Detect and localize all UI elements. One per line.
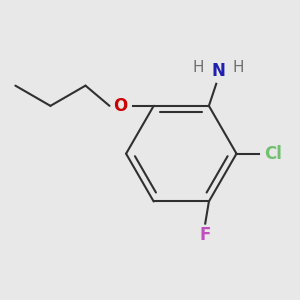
Text: H: H: [192, 60, 204, 75]
Text: O: O: [113, 97, 128, 115]
Text: H: H: [232, 60, 244, 75]
Text: Cl: Cl: [264, 145, 282, 163]
Text: F: F: [200, 226, 211, 244]
Text: N: N: [211, 62, 225, 80]
